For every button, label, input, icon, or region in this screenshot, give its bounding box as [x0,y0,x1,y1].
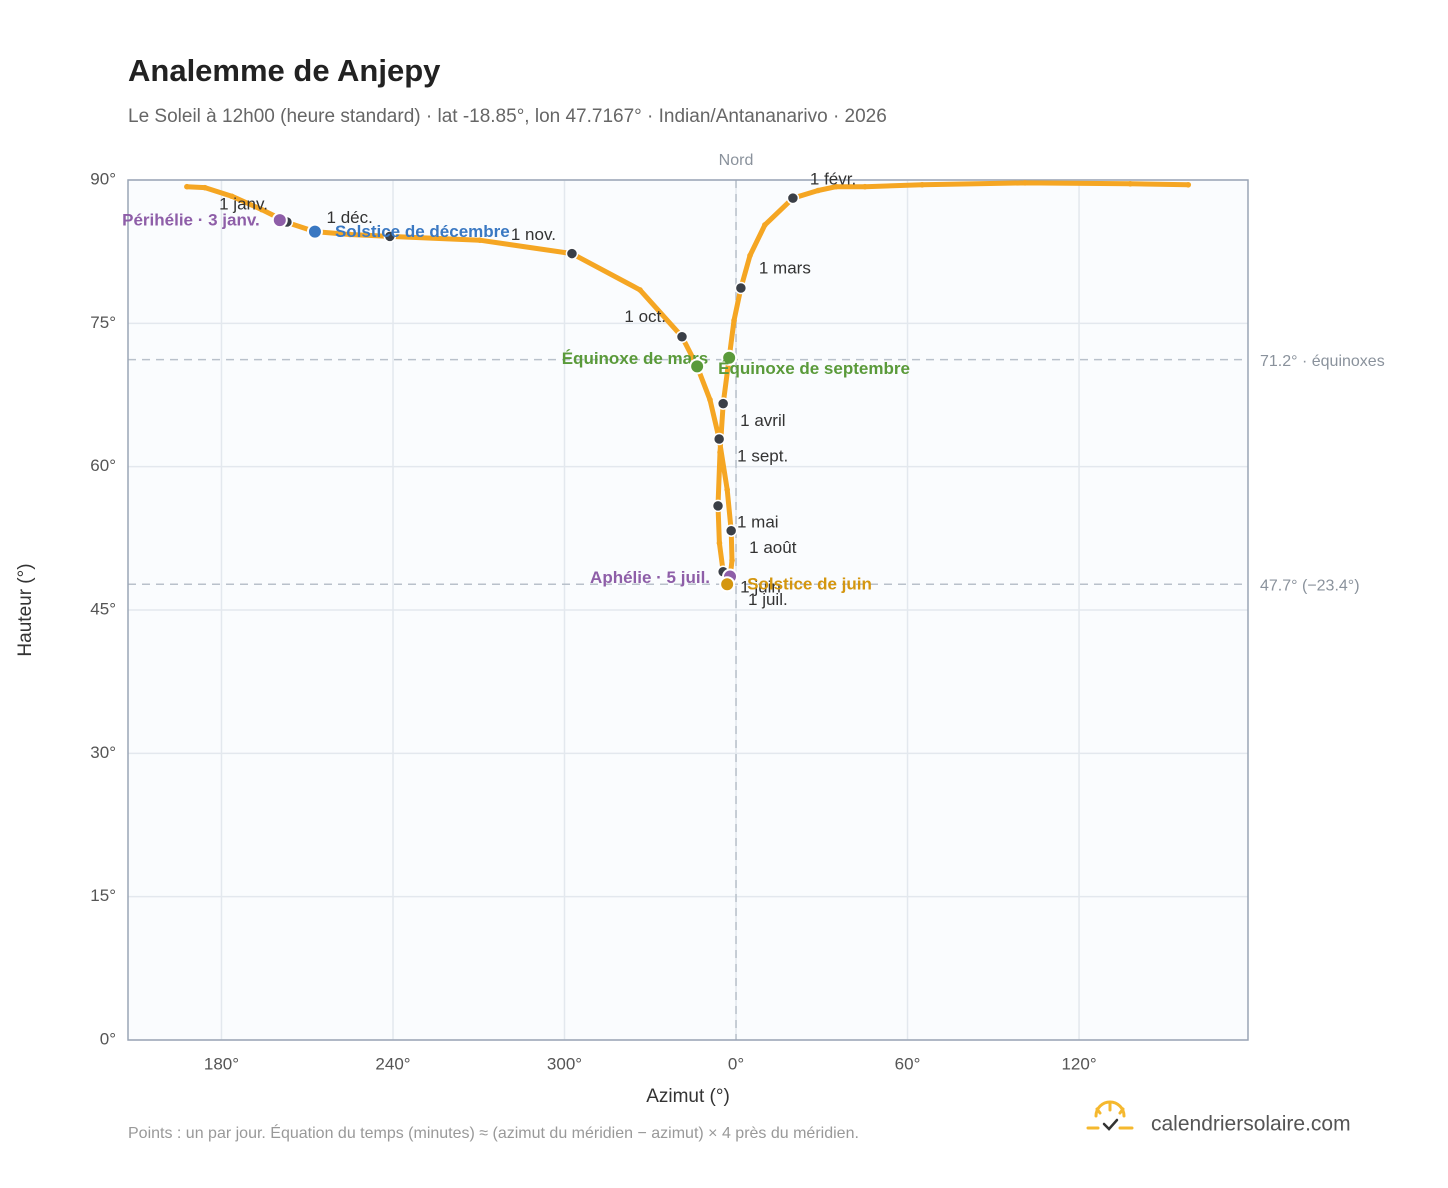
event-marker [721,349,738,366]
month-marker [711,499,725,513]
daily-point [729,557,735,564]
month-marker [383,230,397,243]
month-marker [565,247,579,260]
month-label: 1 mai [737,512,779,531]
event-label: Équinoxe de septembre [718,359,910,378]
daily-point [202,184,208,191]
event-label: Périhélie · 3 janv. [122,211,260,230]
daily-point [717,449,723,456]
daily-point [184,183,190,190]
daily-point [1022,180,1028,186]
daily-point [637,287,643,293]
plot-border [127,179,1249,1041]
y-tick-label: 15° [90,886,116,905]
month-marker [716,397,730,410]
month-label: 1 sept. [737,446,788,465]
reference-label: 47.7° (−23.4°) [1260,577,1360,594]
month-marker [724,524,738,537]
month-label: 1 nov. [511,225,556,244]
month-label: 1 juil. [748,590,788,609]
daily-point [347,231,353,238]
reference-label: 71.2° · équinoxes [1260,353,1385,370]
daily-point [762,222,768,228]
daily-point [1185,181,1192,188]
y-tick-label: 30° [90,743,116,762]
daily-point [258,206,265,213]
x-tick-label: 120° [1061,1054,1096,1073]
month-marker [734,281,748,295]
event-label: Solstice de juin [747,575,872,594]
brand: calendriersolaire.com [1151,1113,1351,1136]
x-tick-label: 60° [895,1054,921,1073]
y-tick-label: 60° [90,456,116,475]
daily-point [731,317,737,324]
daily-point [815,187,821,194]
daily-point [862,183,868,190]
event-marker [689,358,706,375]
daily-point [228,193,235,200]
month-label: 1 juin [740,577,781,596]
y-axis-title: Hauteur (°) [15,563,36,656]
daily-point [477,237,483,243]
y-tick-label: 75° [90,313,116,332]
y-tick-label: 90° [90,169,116,188]
brand-logo [1086,1100,1134,1131]
month-label: 1 févr. [810,170,856,189]
y-tick-label: 0° [100,1029,116,1048]
chart-subtitle: Le Soleil à 12h00 (heure standard) · lat… [128,106,887,127]
event-label: Solstice de décembre [335,222,510,241]
month-label: 1 oct. [624,307,666,326]
month-marker [712,432,726,446]
event-marker [719,576,736,593]
event-marker [306,223,323,240]
daily-point [716,540,723,546]
footnote: Points : un par jour. Équation du temps … [128,1123,859,1142]
y-tick-label: 45° [90,599,116,618]
month-label: 1 janv. [219,195,268,214]
daily-point [919,181,925,188]
event-marker [271,212,288,229]
daily-point [747,252,753,259]
month-marker [675,330,689,343]
x-axis-title: Azimut (°) [646,1086,730,1107]
x-tick-label: 0° [728,1054,744,1073]
meridian-label: Nord [719,152,754,169]
event-label: Équinoxe de mars [562,349,708,368]
daily-point [707,396,713,403]
x-tick-label: 300° [547,1054,582,1073]
month-label: 1 avril [740,411,785,430]
x-tick-label: 240° [375,1054,410,1073]
month-marker [786,191,800,205]
x-tick-label: 180° [204,1054,239,1073]
month-label: 1 mars [759,258,811,277]
daily-point [724,486,730,493]
daily-point [833,183,839,190]
month-label: 1 août [749,538,797,557]
month-label: 1 déc. [327,208,373,227]
event-label: Aphélie · 5 juil. [590,568,710,587]
chart-title: Analemme de Anjepy [128,53,441,88]
daily-point [1127,181,1134,187]
